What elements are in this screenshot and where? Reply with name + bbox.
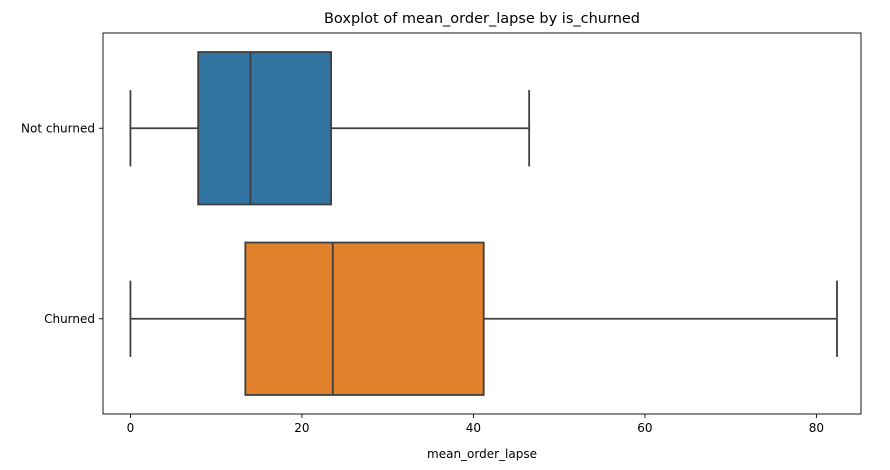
box-group-not-churned — [129, 51, 531, 206]
x-tick-label: 40 — [466, 421, 481, 435]
x-axis-title: mean_order_lapse — [427, 447, 537, 461]
plot-area — [129, 51, 838, 396]
x-axis: 0 20 40 60 80 — [127, 414, 824, 435]
y-axis: Not churned Churned — [21, 121, 103, 326]
box-not-churned — [197, 51, 332, 206]
x-tick-label: 60 — [637, 421, 652, 435]
x-tick-label: 0 — [127, 421, 135, 435]
box-churned — [244, 241, 485, 396]
chart-title: Boxplot of mean_order_lapse by is_churne… — [324, 11, 640, 27]
box-group-churned — [129, 241, 838, 396]
y-tick-label: Churned — [44, 312, 95, 326]
x-tick-label: 80 — [809, 421, 824, 435]
axes-frame — [102, 32, 862, 415]
x-tick-label: 20 — [294, 421, 309, 435]
y-tick-label: Not churned — [21, 121, 95, 135]
